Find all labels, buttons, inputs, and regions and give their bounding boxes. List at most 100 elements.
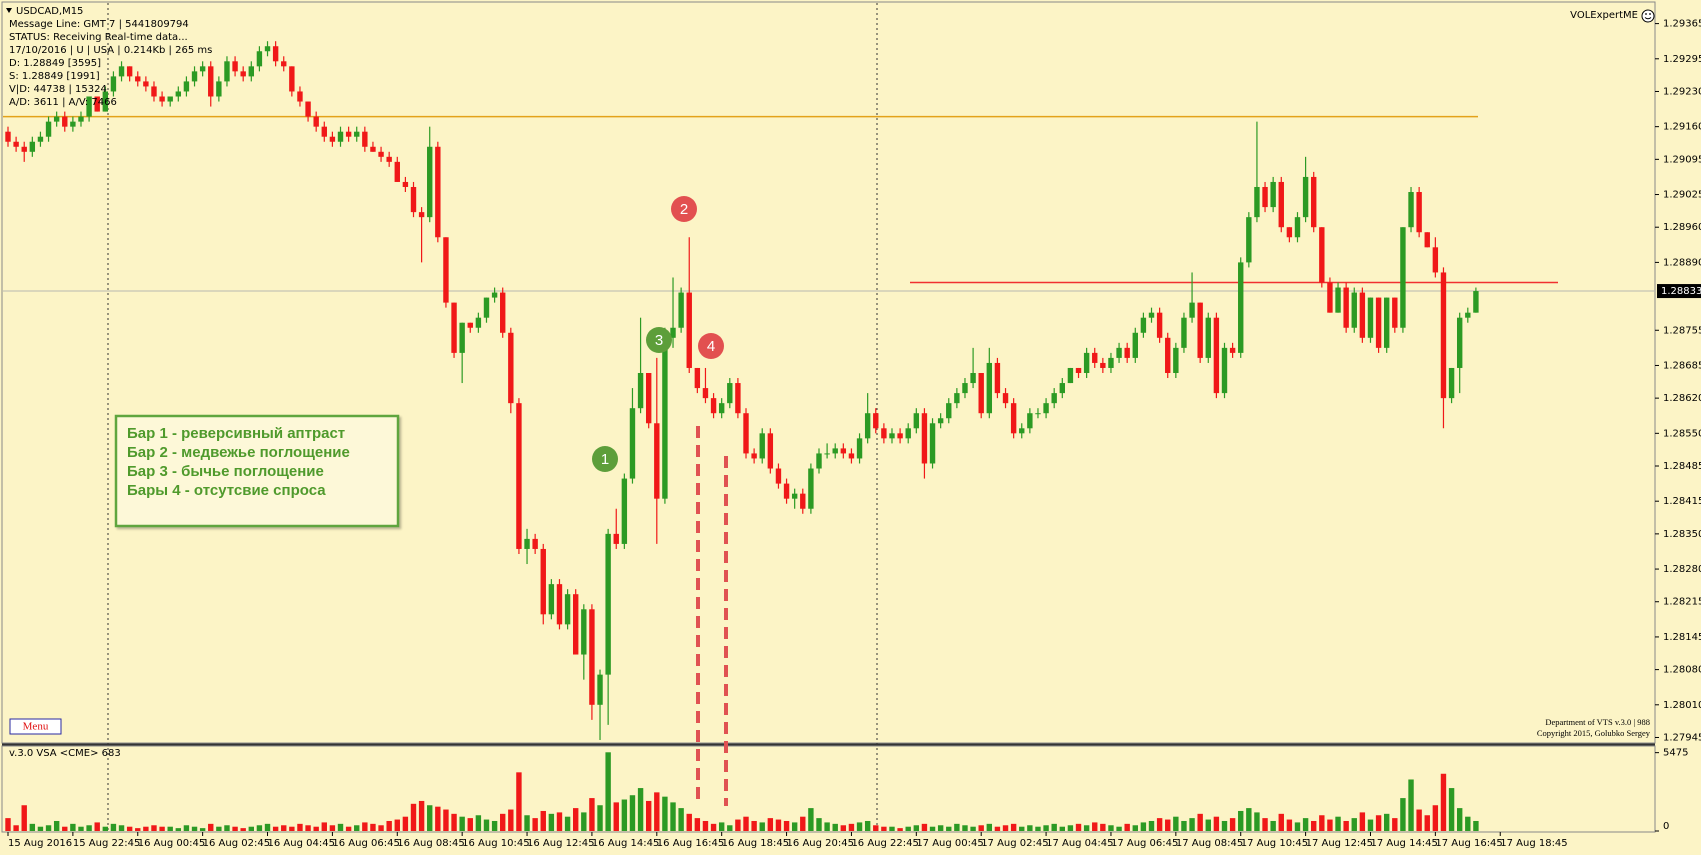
marker: 2 bbox=[671, 196, 697, 222]
candle-body bbox=[378, 151, 384, 157]
volume-bar bbox=[1124, 823, 1130, 831]
candle-body bbox=[1416, 192, 1422, 233]
candle-body bbox=[564, 594, 571, 625]
candle-body bbox=[978, 372, 984, 414]
candle-body bbox=[1116, 347, 1122, 358]
volume-bar bbox=[929, 826, 936, 831]
volume-bar bbox=[1319, 815, 1325, 831]
volume-bar bbox=[110, 823, 117, 831]
candle-body bbox=[905, 428, 911, 439]
candle-body bbox=[37, 136, 44, 142]
y-tick-label: 1.28550 bbox=[1663, 428, 1701, 439]
candle-body bbox=[126, 66, 133, 77]
candle-body bbox=[954, 393, 960, 404]
y-tick-label: 1.28145 bbox=[1663, 632, 1701, 643]
volume-bar bbox=[126, 826, 133, 831]
candle-body bbox=[1254, 186, 1260, 218]
candle-body bbox=[1132, 332, 1138, 358]
volume-bar bbox=[1424, 815, 1430, 831]
x-tick-label: 16 Aug 12:45 bbox=[527, 838, 594, 849]
candle-body bbox=[183, 81, 190, 92]
volume-bar bbox=[13, 825, 19, 831]
candle-body bbox=[410, 186, 417, 213]
marker-label: 1 bbox=[601, 451, 609, 468]
candle-body bbox=[1456, 317, 1463, 368]
x-tick-label: 16 Aug 08:45 bbox=[397, 838, 464, 849]
volume-bar bbox=[791, 822, 798, 831]
candle-body bbox=[864, 413, 871, 439]
volume-bar bbox=[800, 816, 806, 831]
volume-bar bbox=[654, 792, 660, 831]
candle-body bbox=[970, 372, 976, 384]
volume-bar bbox=[1408, 779, 1414, 831]
volume-bar bbox=[321, 822, 327, 831]
info-line: Message Line: GMT 7 | 5441809794 bbox=[9, 19, 189, 30]
candle-body bbox=[718, 403, 725, 414]
volume-bar bbox=[491, 820, 498, 831]
marker-label: 2 bbox=[680, 201, 688, 218]
candle-body bbox=[62, 116, 68, 127]
volume-bar bbox=[1035, 826, 1041, 831]
x-tick-label: 16 Aug 18:45 bbox=[722, 838, 789, 849]
volume-bar bbox=[694, 818, 701, 831]
volume-bar bbox=[564, 816, 571, 831]
x-tick-label: 17 Aug 06:45 bbox=[1111, 838, 1178, 849]
volume-bar bbox=[1302, 818, 1309, 831]
candle-body bbox=[459, 322, 465, 353]
volume-bar bbox=[873, 825, 879, 831]
candle-body bbox=[1424, 232, 1430, 248]
candle-body bbox=[289, 66, 295, 92]
candle-body bbox=[345, 131, 352, 137]
volume-bar bbox=[710, 823, 717, 831]
volume-bar bbox=[808, 808, 814, 831]
volume-bar bbox=[978, 825, 984, 831]
volume-bar bbox=[167, 826, 173, 831]
candle-body bbox=[840, 448, 847, 454]
candle-body bbox=[1189, 302, 1195, 318]
candle-body bbox=[451, 302, 457, 353]
candle-body bbox=[159, 96, 165, 102]
volume-bar bbox=[37, 826, 44, 831]
volume-bar bbox=[848, 823, 855, 831]
candle-body bbox=[824, 453, 830, 455]
volume-bar bbox=[1083, 825, 1090, 831]
volume-bar bbox=[29, 823, 36, 831]
volume-bar bbox=[1351, 818, 1357, 831]
candle-body bbox=[1035, 413, 1041, 415]
y-tick-label: 1.28350 bbox=[1663, 529, 1701, 540]
volume-bar bbox=[637, 788, 644, 831]
volume-bar bbox=[1156, 818, 1163, 831]
x-tick-label: 15 Aug 2016 bbox=[8, 838, 72, 849]
volume-bar bbox=[475, 815, 482, 831]
candle-body bbox=[208, 66, 214, 97]
candle-body bbox=[881, 428, 887, 439]
note: Бар 3 - бычье поглощение bbox=[127, 463, 324, 480]
main-frame bbox=[1, 1, 1656, 744]
volume-bar bbox=[1051, 823, 1057, 831]
candle-body bbox=[897, 433, 903, 439]
volume-bar bbox=[1116, 826, 1122, 831]
volume-bar bbox=[224, 825, 230, 831]
candle-body bbox=[743, 413, 749, 454]
candle-body bbox=[483, 297, 490, 318]
y-tick-label: 1.29230 bbox=[1663, 86, 1701, 97]
candle-body bbox=[1278, 181, 1284, 228]
volume-bar bbox=[1213, 816, 1220, 831]
volume-bar bbox=[767, 818, 774, 831]
volume-bar bbox=[362, 822, 368, 831]
candle-body bbox=[475, 317, 482, 328]
menu-label[interactable]: Menu bbox=[23, 721, 49, 733]
candle-body bbox=[621, 478, 628, 544]
candle-body bbox=[1165, 337, 1171, 373]
candle-body bbox=[889, 433, 895, 439]
volume-bar bbox=[1343, 820, 1349, 831]
candle-body bbox=[264, 46, 271, 52]
volume-bar bbox=[759, 822, 765, 831]
candle-body bbox=[500, 292, 506, 333]
volume-bar bbox=[459, 816, 465, 831]
menu-button[interactable]: Menu bbox=[9, 718, 62, 735]
volume-bar bbox=[337, 823, 344, 831]
volume-bar bbox=[1448, 788, 1455, 831]
candle-body bbox=[913, 413, 920, 429]
volume-bar bbox=[1375, 815, 1382, 831]
